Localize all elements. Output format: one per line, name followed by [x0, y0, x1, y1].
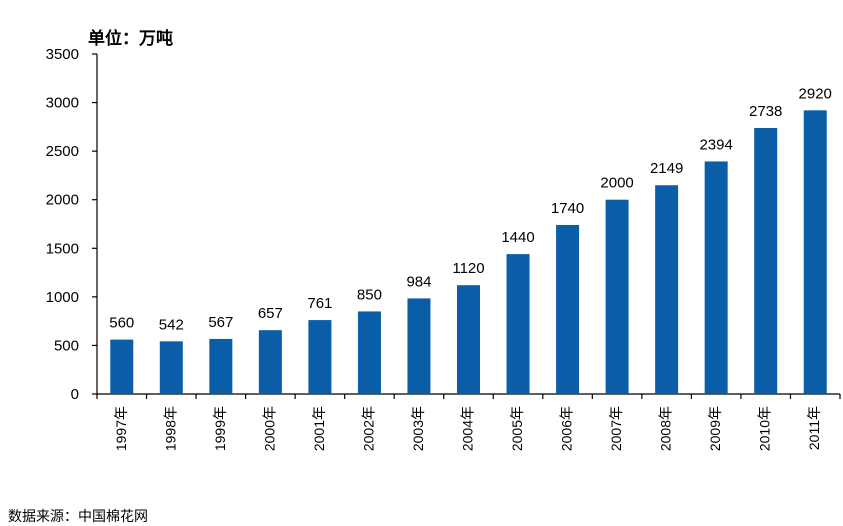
x-tick-label: 2005年: [509, 406, 525, 451]
bar: [357, 311, 381, 394]
bar: [506, 254, 530, 394]
x-tick-label: 2008年: [658, 406, 674, 451]
bar-value-label: 2000: [600, 175, 633, 192]
x-axis: [96, 393, 841, 399]
bar-value-label: 1440: [501, 229, 534, 246]
x-tick-label: 1999年: [212, 406, 228, 451]
bar: [457, 285, 480, 394]
bar-value-label: 560: [109, 315, 134, 332]
bar: [803, 110, 827, 394]
y-tick-label: 500: [54, 337, 79, 354]
bar-value-label: 567: [208, 314, 233, 331]
bar: [556, 224, 580, 394]
x-tick-label: 2000年: [261, 406, 277, 451]
bar: [655, 185, 679, 394]
bar: [407, 298, 431, 394]
y-axis: 0 500 1000 1500 2000 2500 3000 3500: [46, 46, 98, 403]
y-tick-label: 3500: [46, 46, 79, 63]
bar-value-label: 1740: [551, 200, 584, 217]
bar-value-label: 1120: [452, 260, 484, 277]
y-tick-label: 1500: [46, 240, 79, 257]
bar-value-label: 2149: [650, 160, 683, 177]
bar-value-label: 761: [307, 295, 332, 312]
bar: [308, 320, 332, 394]
value-labels: 560 542 567 657 761 850 984 1120 1440 1740 2000 214…: [109, 85, 832, 333]
bar: [110, 339, 134, 394]
bar: [704, 161, 728, 394]
x-tick-label: 2007年: [608, 406, 624, 451]
bar: [209, 338, 233, 394]
bar: [258, 330, 282, 394]
y-tick-label: 2000: [46, 192, 79, 209]
y-tick-label: 3000: [46, 95, 79, 112]
x-tick-label: 2003年: [410, 406, 426, 451]
unit-label: 单位：万吨: [88, 29, 173, 49]
bar: [754, 128, 778, 394]
x-tick-label: 2002年: [360, 406, 376, 451]
x-tick-labels: 1997年 1998年 1999年 2000年 2001年 2002年 2003年 2004年…: [113, 406, 822, 451]
x-tick-label: 2009年: [707, 406, 723, 451]
bar-value-label: 2920: [799, 85, 832, 102]
x-tick-label: 1998年: [162, 406, 178, 451]
bar-value-label: 2394: [699, 136, 732, 153]
y-tick-label: 1000: [46, 289, 79, 306]
bar-value-label: 984: [406, 273, 431, 290]
y-tick-label: 0: [71, 386, 79, 403]
bar: [605, 199, 629, 394]
y-tick-label: 2500: [46, 143, 79, 160]
bar-value-label: 2738: [749, 103, 782, 120]
bar-value-label: 657: [258, 305, 283, 322]
bar-value-label: 850: [357, 286, 382, 303]
x-tick-label: 2001年: [311, 406, 327, 451]
bars: [110, 110, 827, 394]
x-tick-label: 2010年: [757, 406, 773, 451]
x-tick-label: 2006年: [559, 406, 575, 451]
x-tick-label: 1997年: [113, 406, 129, 451]
x-tick-label: 2011年: [806, 406, 822, 450]
x-tick-label: 2004年: [460, 406, 476, 451]
bar: [159, 341, 183, 394]
source-note: 数据来源：中国棉花网: [8, 509, 148, 525]
bar-value-label: 542: [159, 316, 184, 333]
